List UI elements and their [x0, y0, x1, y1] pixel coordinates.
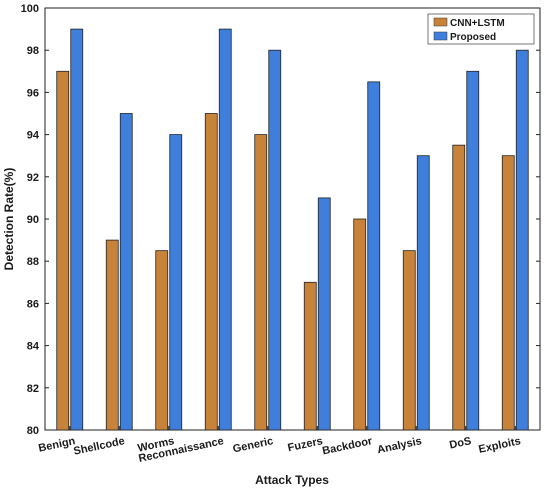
- y-tick-label: 86: [27, 298, 39, 310]
- bar-proposed-reconnaissance: [218, 28, 232, 431]
- legend: CNN+LSTM Proposed: [427, 13, 535, 45]
- bar-proposed-analysis: [416, 155, 430, 431]
- legend-swatch-proposed: [433, 31, 448, 41]
- bar-cnn-lstm-benign: [56, 70, 70, 431]
- y-axis-title: Detection Rate(%): [2, 168, 16, 271]
- bar-proposed-dos: [466, 70, 480, 431]
- y-tick-label: 88: [27, 256, 39, 268]
- x-axis-title: Attack Types: [255, 473, 329, 487]
- bar-cnn-lstm-exploits: [501, 155, 515, 431]
- legend-swatch-cnn-lstm: [433, 17, 448, 27]
- bar-proposed-worms: [169, 134, 183, 431]
- bar-cnn-lstm-generic: [254, 134, 268, 431]
- y-tick-label: 98: [27, 45, 39, 57]
- y-tick-label: 100: [21, 3, 39, 15]
- bar-proposed-generic: [268, 49, 282, 431]
- bar-proposed-backdoor: [367, 81, 381, 431]
- y-tick-label: 80: [27, 425, 39, 437]
- bar-proposed-exploits: [515, 49, 529, 431]
- y-tick-label: 96: [27, 87, 39, 99]
- bar-cnn-lstm-dos: [452, 144, 466, 431]
- plot-area: [44, 7, 541, 431]
- bar-proposed-fuzers: [317, 197, 331, 431]
- y-axis-ticks: 80 82 84 86 88 90 92 94 96 98 100: [21, 3, 540, 437]
- y-tick-label: 84: [27, 341, 40, 353]
- y-tick-label: 94: [27, 130, 40, 142]
- bar-cnn-lstm-analysis: [402, 250, 416, 431]
- bars-layer: [56, 28, 529, 431]
- bar-cnn-lstm-fuzers: [303, 281, 317, 431]
- bar-cnn-lstm-backdoor: [353, 218, 367, 431]
- bar-cnn-lstm-worms: [155, 250, 169, 431]
- x-tick-label: DoS: [448, 435, 472, 451]
- y-tick-label: 82: [27, 383, 39, 395]
- y-tick-label: 92: [27, 172, 39, 184]
- legend-label-cnn-lstm: CNN+LSTM: [450, 18, 505, 29]
- y-tick-label: 90: [27, 214, 39, 226]
- bar-proposed-benign: [70, 28, 84, 431]
- legend-label-proposed: Proposed: [450, 32, 496, 43]
- bar-cnn-lstm-reconnaissance: [204, 113, 218, 431]
- bar-cnn-lstm-shellcode: [105, 239, 119, 431]
- bar-proposed-shellcode: [119, 113, 133, 431]
